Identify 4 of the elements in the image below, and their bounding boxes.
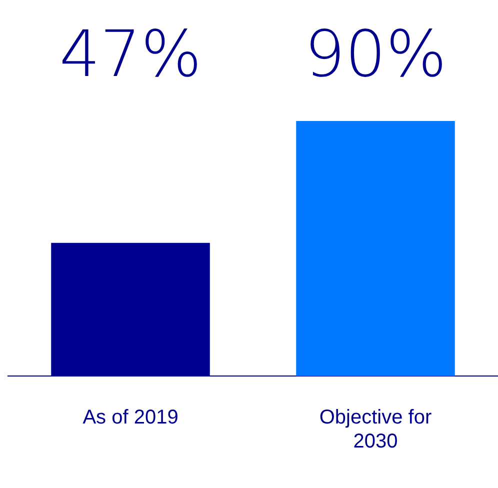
x-tick-label: As of 2019 — [82, 406, 178, 429]
data-label: 47% — [59, 18, 202, 92]
x-tick-label: Objective for 2030 — [319, 406, 432, 453]
data-label: 90% — [304, 18, 447, 92]
